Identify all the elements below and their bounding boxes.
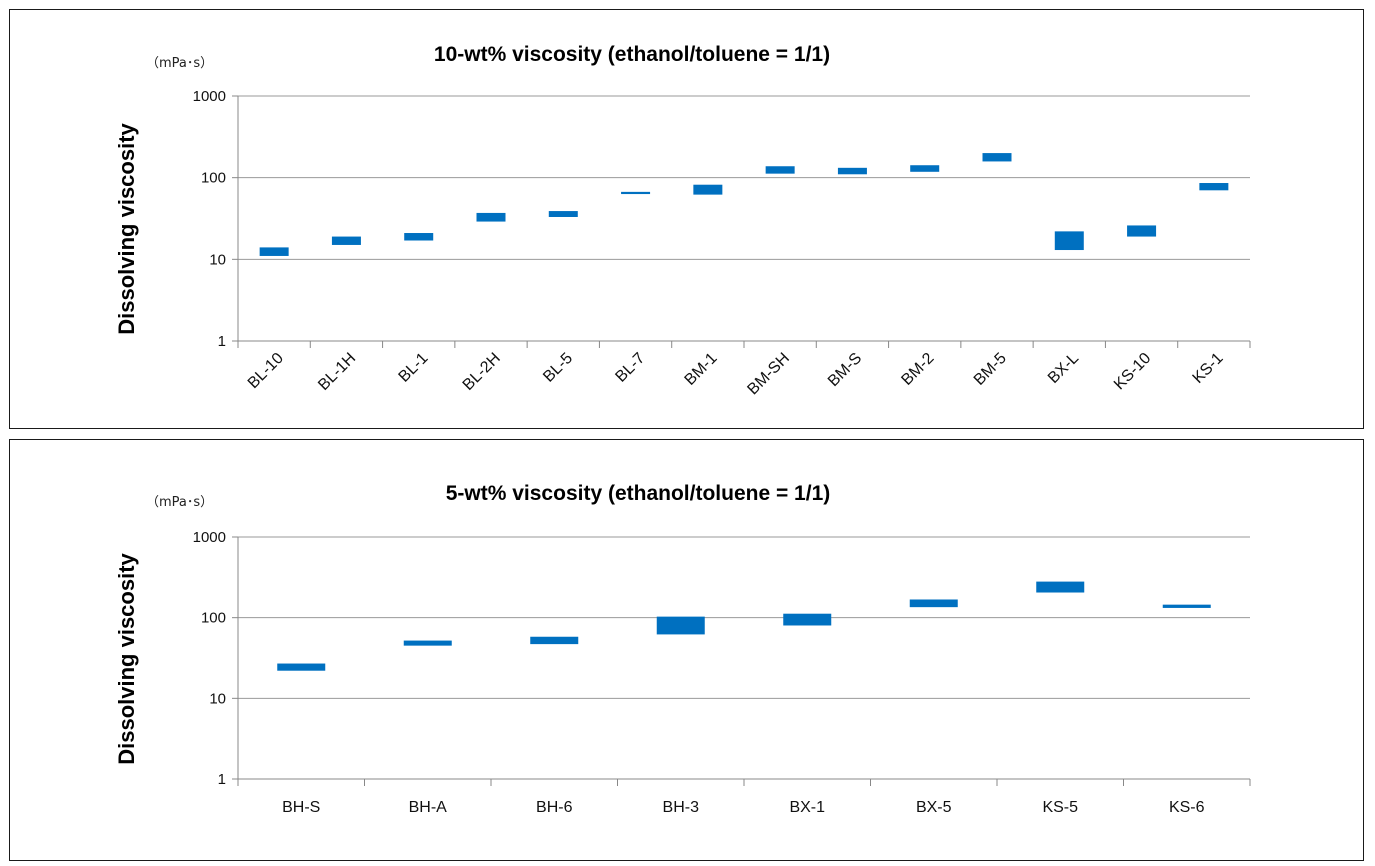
x-tick-label: BH-A (409, 799, 448, 816)
chart-5wt-viscosity: 1 10 100 1000 BH-S BH-A BH-6 BH-3 BX-1 BX-5 KS-5 KS… (114, 482, 1251, 816)
range-bar-bm-2 (910, 165, 940, 172)
range-bar-bh-a (403, 640, 452, 646)
range-bar-bh-3 (656, 616, 705, 635)
y-tick-label: 10 (209, 251, 226, 268)
y-tick-label: 1 (218, 771, 226, 788)
x-tick-label: KS-10 (1111, 350, 1155, 394)
y-axis-label: Dissolving viscosity (114, 122, 139, 334)
unit-label: （mPa･s） (146, 495, 213, 510)
range-bar-bl-1 (404, 233, 434, 241)
range-bar-bx-1 (783, 613, 832, 626)
range-bar-bl-2h (476, 212, 506, 222)
x-tick-label: BL-1H (315, 350, 359, 394)
range-bar-bm-1 (693, 184, 723, 195)
range-bar-bl-5 (548, 211, 578, 217)
y-tick-label: 1 (218, 333, 226, 350)
range-bar-bm-sh (765, 166, 795, 174)
range-bar-bh-6 (530, 636, 579, 645)
y-tick-label: 1000 (193, 88, 226, 105)
range-bar-bh-s (277, 663, 326, 671)
x-tick-label: BM-1 (682, 350, 721, 389)
range-bar-bl-10 (259, 247, 289, 256)
x-tick-label: BH-3 (663, 799, 700, 816)
x-tick-label: BL-2H (460, 350, 504, 394)
x-tick-label: BX-1 (789, 799, 825, 816)
chart-title: 10-wt% viscosity (ethanol/toluene = 1/1) (434, 43, 830, 66)
chart-panel-5wt: 1 10 100 1000 BH-S BH-A BH-6 BH-3 BX-1 BX-5 KS-5 KS… (9, 439, 1364, 861)
range-bar-bl-7 (621, 191, 651, 195)
x-tick-label: BL-10 (245, 350, 287, 392)
x-tick-label: BX-5 (916, 799, 952, 816)
range-bar-bx-l (1054, 231, 1084, 251)
chart-title: 5-wt% viscosity (ethanol/toluene = 1/1) (446, 482, 831, 505)
range-bar-ks-6 (1162, 604, 1211, 608)
y-tick-label: 10 (209, 690, 226, 707)
range-bar-bl-1h (331, 236, 361, 245)
chart-panel-10wt: 1 10 100 1000 BL-10 BL-1H BL-1 BL-2H BL-5 BL-7 BM-… (9, 9, 1364, 429)
range-bar-ks-10 (1127, 225, 1157, 237)
x-tick-label: KS-5 (1042, 799, 1078, 816)
range-bar-bm-5 (982, 153, 1012, 162)
x-tick-label: BH-S (282, 799, 320, 816)
y-tick-label: 1000 (193, 529, 226, 546)
range-bar-bm-s (837, 167, 867, 175)
x-tick-label: KS-1 (1190, 350, 1227, 387)
y-axis-label: Dissolving viscosity (114, 552, 139, 764)
range-bar-ks-5 (1036, 581, 1085, 593)
x-tick-label: BL-5 (540, 350, 576, 386)
x-tick-label: BL-7 (612, 350, 648, 386)
x-tick-label: BM-S (825, 350, 865, 390)
x-tick-label: BL-1 (396, 350, 432, 386)
x-tick-label: BM-SH (744, 350, 792, 398)
x-tick-label: BM-2 (898, 350, 937, 389)
range-bar-ks-1 (1199, 183, 1229, 191)
chart-10wt-viscosity: 1 10 100 1000 BL-10 BL-1H BL-1 BL-2H BL-5 BL-7 BM-… (114, 43, 1251, 398)
x-tick-label: BM-5 (971, 350, 1010, 389)
x-tick-label: KS-6 (1169, 799, 1205, 816)
y-tick-label: 100 (201, 170, 226, 187)
x-tick-label: BX-L (1045, 350, 1082, 387)
y-tick-label: 100 (201, 610, 226, 627)
range-bar-bx-5 (909, 599, 958, 608)
x-tick-label: BH-6 (536, 799, 573, 816)
unit-label: （mPa･s） (146, 56, 213, 71)
